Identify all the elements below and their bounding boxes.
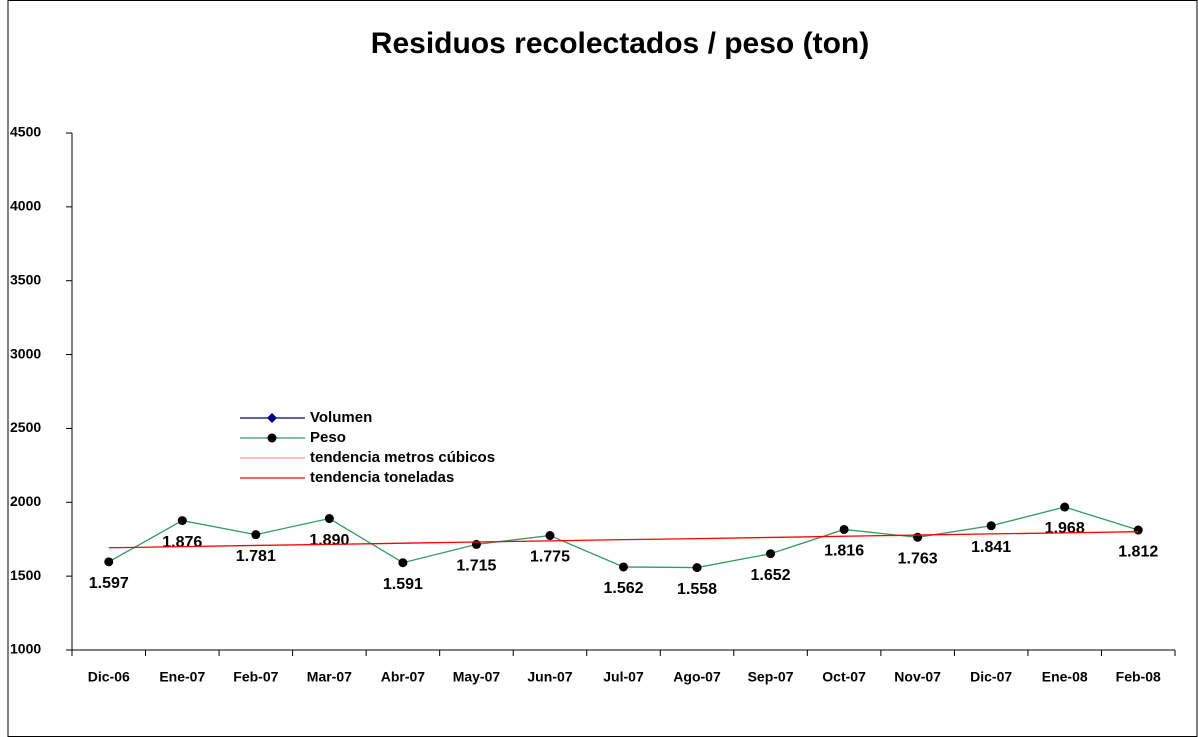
point (1060, 502, 1070, 512)
y-tick-label: 1000 (10, 641, 41, 657)
point (619, 562, 628, 572)
x-tick-label: Ene-08 (1042, 669, 1088, 685)
x-tick-label: Ene-07 (159, 669, 205, 685)
x-tick-label: Mar-07 (307, 669, 352, 685)
y-tick-label: 3500 (10, 271, 41, 287)
point (766, 549, 776, 559)
y-tick-label: 4500 (10, 124, 41, 140)
series-line (108, 531, 1139, 549)
point (545, 531, 555, 541)
point (913, 532, 923, 542)
legend-marker (267, 413, 277, 423)
data-label: 1.562 (603, 580, 643, 597)
data-label: 1.890 (309, 532, 349, 549)
x-tick-label: Abr-07 (381, 669, 426, 685)
legend-label: tendencia metros cúbicos (310, 449, 495, 466)
y-tick-label: 4000 (10, 198, 41, 214)
legend-marker (267, 433, 277, 443)
x-tick-label: Oct-07 (822, 669, 866, 685)
x-tick-label: Feb-07 (233, 669, 278, 685)
data-label: 1.652 (751, 567, 791, 584)
y-tick-label: 1500 (10, 567, 41, 583)
data-label: 1.558 (677, 581, 717, 598)
point (839, 524, 849, 534)
legend-label: tendencia toneladas (310, 469, 454, 486)
data-label: 1.775 (530, 549, 570, 566)
data-label: 1.968 (1045, 520, 1085, 537)
y-tick-label: 2000 (10, 493, 41, 509)
data-label: 1.876 (162, 534, 202, 551)
data-label: 1.812 (1118, 543, 1158, 560)
point (1133, 525, 1143, 535)
data-label: 1.841 (971, 539, 1011, 556)
legend-label: Peso (310, 429, 346, 446)
point (398, 558, 408, 568)
point (251, 530, 261, 540)
point (986, 521, 996, 531)
x-tick-label: Nov-07 (894, 669, 941, 685)
x-tick-label: May-07 (453, 669, 501, 685)
legend-label: Volumen (310, 409, 372, 426)
x-tick-label: Dic-07 (970, 669, 1012, 685)
data-label: 1.781 (236, 548, 276, 565)
data-label: 1.591 (383, 576, 423, 593)
chart-frame (7, 0, 1198, 737)
data-label: 1.715 (456, 558, 496, 575)
point (324, 514, 334, 524)
data-label: 1.597 (89, 575, 129, 592)
point (692, 563, 702, 573)
chart-title: Residuos recolectados / peso (ton) (371, 27, 869, 60)
point (471, 539, 481, 549)
x-tick-label: Dic-06 (88, 669, 130, 685)
y-tick-label: 2500 (10, 419, 41, 435)
data-label: 1.816 (824, 543, 864, 560)
data-label: 1.763 (898, 551, 938, 568)
point (177, 516, 187, 526)
x-tick-label: Jun-07 (527, 669, 572, 685)
point (104, 557, 114, 567)
x-tick-label: Jul-07 (603, 669, 644, 685)
x-tick-label: Sep-07 (748, 669, 794, 685)
x-tick-label: Feb-08 (1116, 669, 1161, 685)
y-tick-label: 3000 (10, 345, 41, 361)
x-tick-label: Ago-07 (673, 669, 721, 685)
